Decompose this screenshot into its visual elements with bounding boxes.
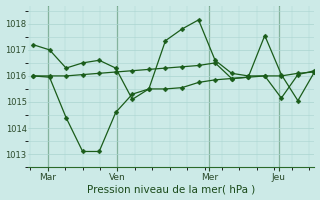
X-axis label: Pression niveau de la mer( hPa ): Pression niveau de la mer( hPa ) xyxy=(87,184,255,194)
